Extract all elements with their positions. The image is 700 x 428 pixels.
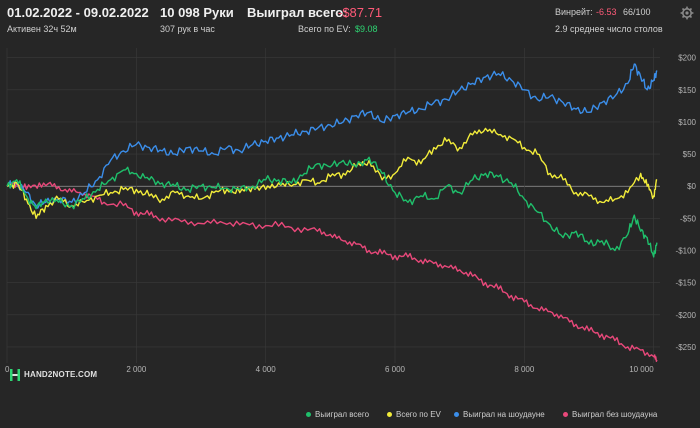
- y-tick-label: -$100: [676, 247, 697, 256]
- x-tick-label: 0: [5, 365, 10, 374]
- active-time: Активен 32ч 52м: [7, 24, 77, 34]
- winrate-value: -6.53: [596, 7, 617, 17]
- gear-icon[interactable]: [680, 6, 694, 20]
- stats-header: 01.02.2022 - 09.02.2022 Активен 32ч 52м …: [0, 0, 700, 44]
- hands-per-hour: 307 рук в час: [160, 24, 215, 34]
- hand2note-logo-icon: [10, 369, 20, 381]
- y-tick-label: $0: [687, 182, 696, 191]
- legend-item-showdown[interactable]: Выиграл на шоудауне: [454, 410, 545, 419]
- series-line-0[interactable]: [6, 156, 658, 258]
- ev-label: Всего по EV:: [298, 24, 351, 34]
- y-tick-label: $100: [678, 118, 696, 127]
- legend-item-won[interactable]: Выиграл всего: [306, 410, 369, 419]
- hand2note-logo-text: HAND2NOTE.COM: [24, 370, 98, 380]
- won-total-label: Выиграл всего:: [247, 5, 348, 20]
- ev-value: $9.08: [355, 24, 378, 34]
- winrate-unit: 66/100: [623, 7, 651, 17]
- x-tick-label: 10 000: [629, 365, 654, 374]
- y-tick-label: -$200: [676, 311, 697, 320]
- legend-dot-icon: [563, 412, 568, 418]
- series-line-3[interactable]: [6, 181, 658, 362]
- y-tick-label: $200: [678, 54, 696, 63]
- legend-label-non-showdown: Выиграл без шоудауна: [572, 410, 658, 419]
- y-tick-label: $150: [678, 86, 696, 95]
- chart-legend: Выиграл всего Всего по EV Выиграл на шоу…: [0, 410, 700, 424]
- legend-dot-icon: [454, 412, 459, 418]
- legend-label-won: Выиграл всего: [315, 410, 370, 419]
- y-tick-label: $50: [683, 150, 697, 159]
- legend-item-non-showdown[interactable]: Выиграл без шоудауна: [563, 410, 657, 419]
- series-line-2[interactable]: [6, 63, 658, 209]
- x-tick-label: 2 000: [126, 365, 147, 374]
- x-tick-label: 6 000: [385, 365, 406, 374]
- hands-count: 10 098 Руки: [160, 5, 234, 20]
- won-total-value: -$87.71: [338, 5, 383, 20]
- y-tick-label: -$50: [680, 214, 697, 223]
- legend-dot-icon: [306, 412, 311, 418]
- date-range[interactable]: 01.02.2022 - 09.02.2022: [7, 5, 149, 20]
- winrate-label: Винрейт:: [555, 7, 593, 17]
- legend-item-ev[interactable]: Всего по EV: [387, 410, 441, 419]
- y-tick-label: -$150: [676, 279, 697, 288]
- x-tick-label: 4 000: [256, 365, 277, 374]
- x-tick-label: 8 000: [514, 365, 535, 374]
- hand2note-logo: HAND2NOTE.COM: [10, 369, 97, 381]
- legend-dot-icon: [387, 412, 392, 418]
- legend-label-showdown: Выиграл на шоудауне: [463, 410, 545, 419]
- y-tick-label: -$250: [676, 343, 697, 352]
- avg-tables: 2.9 среднее число столов: [555, 24, 663, 34]
- series-line-1[interactable]: [6, 127, 658, 220]
- legend-label-ev: Всего по EV: [396, 410, 441, 419]
